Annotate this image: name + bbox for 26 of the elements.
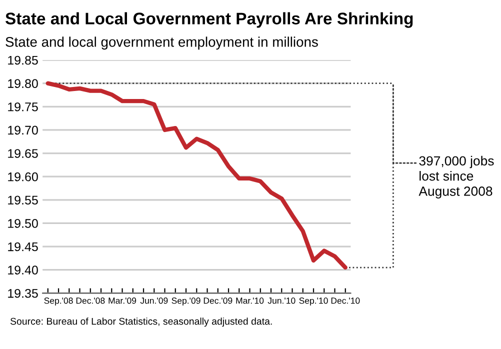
source-note: Source: Bureau of Labor Statistics, seasonally adjusted data. xyxy=(10,318,272,327)
y-tick-label: 19.35 xyxy=(8,288,38,298)
x-tick-label: Sep.'08 xyxy=(44,298,73,306)
chart-title: State and Local Government Payrolls Are Shrinking xyxy=(5,12,413,28)
y-tick-label: 19.75 xyxy=(8,102,38,112)
x-tick-label: Sep.'10 xyxy=(299,298,328,306)
x-tick-label: Jun.'09 xyxy=(140,298,168,304)
y-tick-label: 19.65 xyxy=(8,149,38,158)
y-tick-label: 19.50 xyxy=(8,219,38,228)
y-tick-label: 19.85 xyxy=(8,56,38,65)
x-tick-label: Dec.'10 xyxy=(331,298,360,304)
x-tick-label: Dec.'09 xyxy=(204,298,232,304)
x-tick-label: Mar.'09 xyxy=(108,298,136,304)
y-tick-label: 19.55 xyxy=(8,196,38,205)
line-series xyxy=(46,81,348,270)
chart-subtitle: State and local government employment in millions xyxy=(6,36,318,50)
y-tick-label: 19.40 xyxy=(8,266,38,274)
y-tick-label: 19.60 xyxy=(8,172,38,182)
y-tick-label: 19.70 xyxy=(8,126,38,135)
x-tick-label: Jun.'10 xyxy=(268,298,296,304)
x-tick-label: Sep.'09 xyxy=(172,298,200,306)
x-tick-label: Mar.'10 xyxy=(236,298,264,304)
text: 397,000 jobs lost since August 2008 xyxy=(418,156,494,198)
y-tick-label: 19.45 xyxy=(8,242,38,252)
x-tick-label: Dec.'08 xyxy=(76,298,105,304)
y-tick-label: 19.80 xyxy=(8,79,38,88)
